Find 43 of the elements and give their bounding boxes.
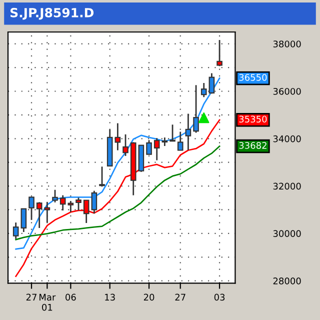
candlestick [60, 194, 66, 212]
candlestick [20, 208, 27, 233]
x-tick-label: 06 [66, 294, 76, 301]
line-series [15, 146, 220, 240]
candlestick [12, 222, 19, 240]
text: 35350 [239, 116, 267, 123]
candlestick [170, 124, 176, 142]
candlestick [68, 200, 74, 213]
y-tick-label: 38000 [273, 40, 301, 48]
x-tick-label: Mar 01 [40, 294, 56, 311]
line-series [15, 78, 220, 250]
candlestick [36, 201, 42, 229]
candlestick [200, 82, 207, 98]
candlestick [44, 201, 50, 224]
candlestick [76, 196, 82, 212]
line-series [15, 119, 220, 278]
x-tick-label: 20 [144, 294, 154, 301]
x-tick-label: 13 [105, 294, 115, 301]
candlestick [28, 196, 34, 221]
y-tick-label: 28000 [273, 278, 301, 284]
candlestick [114, 122, 121, 151]
candlestick [177, 131, 184, 151]
y-tick-label: 32000 [273, 182, 301, 190]
candlestick [216, 39, 222, 67]
y-tick-label: 36000 [273, 88, 301, 95]
candlestick [154, 137, 160, 161]
x-tick-label: 03 [214, 294, 225, 301]
candlestick [122, 134, 128, 157]
candlestick [185, 113, 192, 151]
candlestick [99, 166, 105, 188]
text: 33682 [239, 142, 266, 149]
chart-title: S.JP.J8591.D [10, 8, 94, 20]
candlestick [83, 200, 90, 224]
x-tick-label: 27 [26, 294, 36, 300]
candlestick [91, 190, 98, 214]
candlestick [208, 72, 215, 94]
candlestick [146, 139, 152, 155]
candlestick [193, 84, 199, 134]
x-tick-label: 27 [175, 294, 186, 300]
y-tick-label: 30000 [273, 230, 301, 237]
text: 36550 [239, 74, 267, 81]
y-tick-label: 34000 [273, 135, 301, 142]
candlestick [52, 189, 58, 204]
